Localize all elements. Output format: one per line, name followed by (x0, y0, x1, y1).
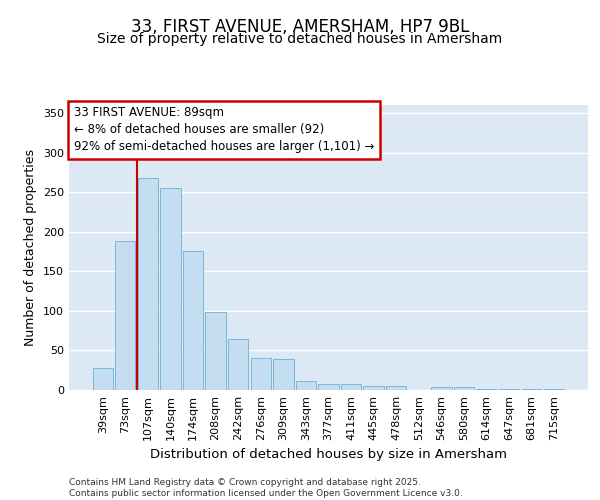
Bar (544, 389, 565, 390)
Bar (431, 387, 452, 390)
Bar (92, 368, 113, 390)
Bar (205, 312, 226, 390)
Bar (476, 389, 497, 390)
Text: 33 FIRST AVENUE: 89sqm
← 8% of detached houses are smaller (92)
92% of semi-deta: 33 FIRST AVENUE: 89sqm ← 8% of detached … (74, 106, 374, 154)
Bar (138, 178, 158, 390)
Y-axis label: Number of detached properties: Number of detached properties (25, 149, 37, 346)
Bar (521, 389, 542, 390)
Text: 33, FIRST AVENUE, AMERSHAM, HP7 9BL: 33, FIRST AVENUE, AMERSHAM, HP7 9BL (131, 18, 469, 36)
Bar (228, 338, 248, 390)
X-axis label: Distribution of detached houses by size in Amersham: Distribution of detached houses by size … (150, 448, 507, 462)
Bar (115, 241, 136, 390)
Text: Contains HM Land Registry data © Crown copyright and database right 2025.
Contai: Contains HM Land Registry data © Crown c… (69, 478, 463, 498)
Bar (296, 382, 316, 390)
Bar (251, 358, 271, 390)
Bar (364, 386, 384, 390)
Bar (499, 389, 519, 390)
Bar (160, 188, 181, 390)
Bar (386, 386, 406, 390)
Bar (454, 387, 474, 390)
Bar (319, 384, 338, 390)
Text: Size of property relative to detached houses in Amersham: Size of property relative to detached ho… (97, 32, 503, 46)
Bar (183, 252, 203, 390)
Bar (341, 384, 361, 390)
Bar (273, 359, 293, 390)
